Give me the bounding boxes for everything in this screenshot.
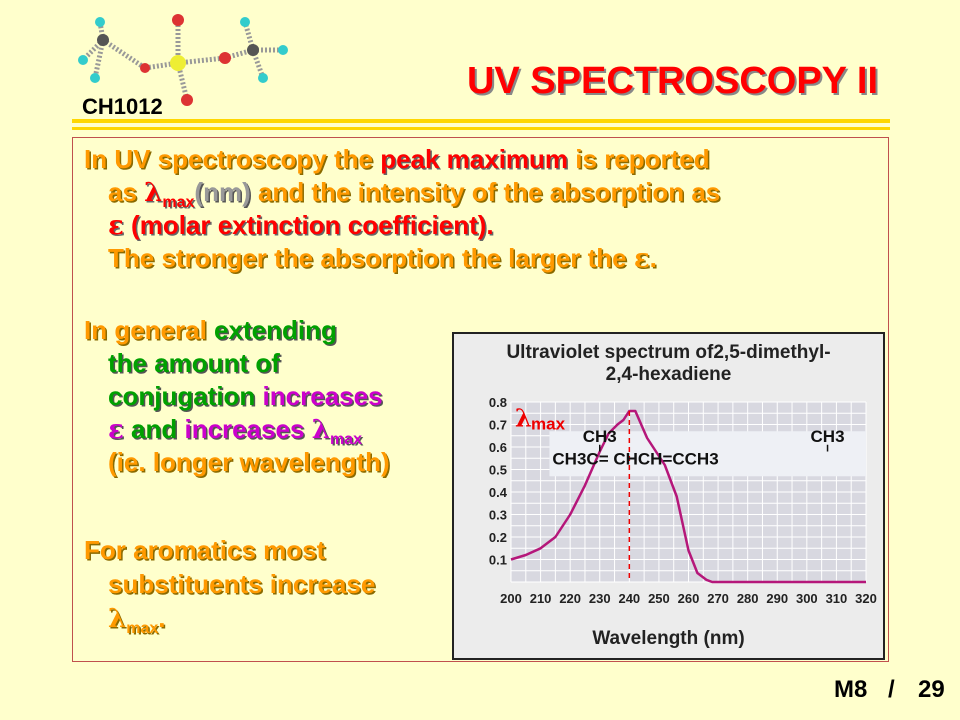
y-tick-label: 0.8 — [489, 395, 507, 410]
x-tick-label: 240 — [618, 591, 640, 606]
y-tick-label: 0.5 — [489, 463, 507, 478]
paragraph2-line5: (ie. longer wavelength) — [108, 447, 390, 477]
x-tick-label: 210 — [530, 591, 552, 606]
x-tick-label: 200 — [500, 591, 522, 606]
paragraph1-line2: as λmax(nm) and the intensity of the abs… — [108, 176, 721, 211]
x-tick-label: 310 — [826, 591, 848, 606]
paragraph1-line4: The stronger the absorption the larger t… — [108, 242, 657, 276]
lambda-max-label: λ — [515, 404, 532, 433]
text-span: In UV spectroscopy the — [84, 144, 381, 174]
chart-title-line2: 2,4-hexadiene — [605, 364, 732, 385]
x-tick-label: 300 — [796, 591, 818, 606]
x-tick-label: 290 — [766, 591, 788, 606]
lambda-symbol: λ — [108, 604, 127, 634]
unit-nm: (nm) — [194, 177, 251, 207]
text-span: extending — [214, 315, 337, 345]
text-span: conjugation — [108, 381, 263, 411]
chart-title: Ultraviolet spectrum of2,5-dimethyl- — [506, 342, 831, 363]
slide-title: UV SPECTROSCOPY II — [466, 60, 878, 102]
x-tick-label: 260 — [678, 591, 700, 606]
molecule-model-icon — [78, 14, 288, 106]
paragraph3-line2: substituents increase — [108, 569, 376, 599]
structure-ch3-right: CH3 — [811, 427, 845, 446]
spectrum-line — [510, 409, 866, 584]
epsilon-symbol: ε — [108, 415, 124, 445]
content-frame — [72, 137, 889, 662]
x-tick-label: 280 — [737, 591, 759, 606]
max-subscript: max — [126, 620, 159, 637]
course-code: CH1012 — [82, 94, 163, 119]
y-tick-label: 0.2 — [489, 530, 507, 545]
module-label: M8 — [834, 676, 868, 703]
text-span: . — [649, 243, 657, 273]
paragraph3-line3: λmax. — [108, 602, 166, 637]
text-span: In general — [84, 315, 215, 345]
text-span: and — [123, 414, 185, 444]
highlight-extinction-coefficient: (molar extinction coefficient). — [123, 210, 494, 240]
epsilon-symbol: ε — [633, 244, 650, 274]
lambda-symbol: λ — [311, 415, 330, 445]
title-rule-secondary — [72, 127, 890, 130]
x-tick-label: 250 — [648, 591, 670, 606]
text-span: as — [108, 177, 145, 207]
y-tick-label: 0.3 — [489, 508, 507, 523]
x-tick-label: 230 — [589, 591, 611, 606]
x-axis-label: Wavelength (nm) — [592, 628, 745, 649]
lambda-symbol: λ — [144, 178, 163, 208]
page-number: 29 — [918, 676, 945, 703]
paragraph1-line3: ε (molar extinction coefficient). — [108, 209, 494, 243]
lambda-max-subscript: max — [531, 415, 566, 434]
text-span: . — [158, 603, 166, 633]
text-span: is reported — [568, 144, 710, 174]
highlight-peak-maximum: peak maximum — [380, 144, 569, 174]
chart-plot: 0.1 0.2 0.3 0.4 0.5 0.6 0.7 0.8 200 210 220 230 240 2… — [489, 395, 877, 606]
uv-spectrum-chart: Ultraviolet spectrum of2,5-dimethyl- 2,4… — [452, 332, 885, 660]
text-span: increases — [262, 381, 383, 411]
text-span: increases — [184, 414, 312, 444]
paragraph2-line3: conjugation increases — [108, 380, 383, 413]
structure-formula: CH3C= CHCH=CCH3 — [552, 450, 718, 469]
structure-box — [549, 431, 866, 477]
epsilon-symbol: ε — [108, 211, 124, 241]
x-tick-label: 320 — [855, 591, 877, 606]
paragraph2-line4: ε and increases λmax — [108, 413, 362, 448]
page-separator: / — [888, 676, 895, 703]
paragraph1-line1: In UV spectroscopy the peak maximum is r… — [84, 143, 710, 176]
title-rule — [72, 119, 890, 123]
paragraph3-line1: For aromatics most — [84, 535, 326, 565]
max-subscript: max — [329, 431, 362, 448]
y-tick-label: 0.6 — [489, 440, 507, 455]
text-span: The stronger the absorption the larger t… — [108, 243, 634, 273]
paragraph2-line1: In general extending — [84, 314, 337, 347]
y-tick-label: 0.7 — [489, 418, 507, 433]
text-span: and the intensity of the absorption as — [250, 177, 721, 207]
y-tick-label: 0.4 — [489, 485, 508, 500]
x-tick-label: 220 — [559, 591, 581, 606]
x-tick-label: 270 — [707, 591, 729, 606]
structure-ch3-left: CH3 — [583, 427, 617, 446]
y-tick-label: 0.1 — [489, 553, 507, 568]
max-subscript: max — [162, 194, 195, 211]
paragraph2-line2: the amount of — [108, 348, 280, 378]
